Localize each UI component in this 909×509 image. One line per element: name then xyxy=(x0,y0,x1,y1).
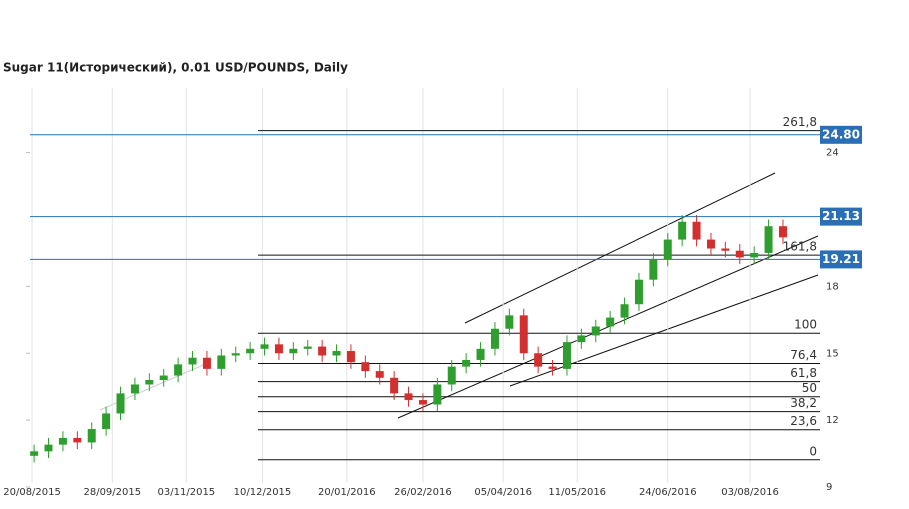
y-tick-label: 15 xyxy=(826,348,839,359)
candle-body xyxy=(231,353,240,356)
chart-title: Sugar 11(Исторический), 0.01 USD/POUNDS,… xyxy=(3,61,348,75)
candle-body xyxy=(764,226,773,253)
x-tick-label: 10/12/2015 xyxy=(234,487,292,498)
y-tick-label: 24 xyxy=(826,148,839,159)
fib-label: 76,4 xyxy=(790,348,817,362)
fib-label: 0 xyxy=(809,444,817,458)
candle-body xyxy=(692,221,701,240)
fib-label: 161,8 xyxy=(783,240,817,254)
candle-body xyxy=(361,362,370,372)
candle-body xyxy=(418,400,427,405)
candle-body xyxy=(87,429,96,443)
fib-label: 38,2 xyxy=(790,396,817,410)
trend-line xyxy=(464,172,776,324)
candle-body xyxy=(476,348,485,360)
candle-body xyxy=(102,413,111,430)
trend-line xyxy=(99,361,211,411)
x-tick-label: 20/01/2016 xyxy=(318,487,376,498)
candle-body xyxy=(490,328,499,349)
candle-body xyxy=(534,353,543,367)
y-tick-label: 12 xyxy=(826,415,839,426)
candle-body xyxy=(289,348,298,354)
candle-body xyxy=(318,346,327,356)
candle-body xyxy=(447,366,456,385)
x-tick-label: 03/11/2015 xyxy=(158,487,216,498)
candle-body xyxy=(58,437,67,445)
price-label: 21.13 xyxy=(822,209,860,223)
fib-label: 23,6 xyxy=(790,414,817,428)
x-tick-label: 20/08/2015 xyxy=(3,487,61,498)
candle-body xyxy=(750,252,759,258)
x-tick-label: 03/08/2016 xyxy=(721,487,779,498)
x-tick-label: 24/06/2016 xyxy=(639,487,697,498)
candle-body xyxy=(634,279,643,305)
candle-body xyxy=(591,326,600,336)
candle-body xyxy=(116,393,125,414)
trend-line xyxy=(397,235,819,419)
candle-body xyxy=(303,346,312,349)
price-label: 24.80 xyxy=(822,127,860,141)
candle-body xyxy=(274,344,283,354)
candle-body xyxy=(735,250,744,258)
candle-body xyxy=(145,380,154,385)
price-label-box xyxy=(820,250,862,269)
x-tick-label: 26/02/2016 xyxy=(394,487,452,498)
candle-body xyxy=(778,226,787,238)
x-tick-label: 05/04/2016 xyxy=(474,487,532,498)
candle-body xyxy=(159,375,168,381)
candle-body xyxy=(706,239,715,249)
candle-body xyxy=(678,221,687,240)
candle-body xyxy=(346,351,355,363)
candle-body xyxy=(390,377,399,394)
price-label: 19.21 xyxy=(822,252,860,266)
y-tick-label: 9 xyxy=(826,482,832,493)
candle-body xyxy=(519,315,528,354)
candle-body xyxy=(188,357,197,365)
candle-body xyxy=(246,348,255,354)
candle-body xyxy=(505,315,514,329)
candle-body xyxy=(130,384,139,394)
candle-body xyxy=(721,248,730,251)
candle-body xyxy=(433,384,442,405)
candle-body xyxy=(548,366,557,369)
candle-body xyxy=(217,355,226,369)
candle-body xyxy=(260,344,269,349)
candle-body xyxy=(73,437,82,443)
fib-label: 100 xyxy=(794,318,817,332)
candle-body xyxy=(606,317,615,327)
candle-body xyxy=(174,364,183,376)
candle-body xyxy=(620,304,629,318)
candle-body xyxy=(375,371,384,378)
price-label-box xyxy=(820,207,862,226)
candle-body xyxy=(649,259,658,280)
candle-body xyxy=(44,444,53,452)
price-label-box xyxy=(820,125,862,144)
candle-body xyxy=(30,451,39,456)
y-tick-label: 18 xyxy=(826,281,839,292)
candle-body xyxy=(462,359,471,367)
x-tick-label: 28/09/2015 xyxy=(83,487,141,498)
trend-line xyxy=(509,274,819,387)
fib-label: 261,8 xyxy=(783,115,817,129)
candle-body xyxy=(404,393,413,401)
candle-body xyxy=(332,351,341,356)
candle-body xyxy=(562,342,571,369)
fib-label: 61,8 xyxy=(790,366,817,380)
candle-body xyxy=(577,335,586,343)
candle-body xyxy=(202,357,211,369)
candle-body xyxy=(663,239,672,260)
fib-label: 50 xyxy=(802,381,817,395)
x-tick-label: 11/05/2016 xyxy=(548,487,606,498)
